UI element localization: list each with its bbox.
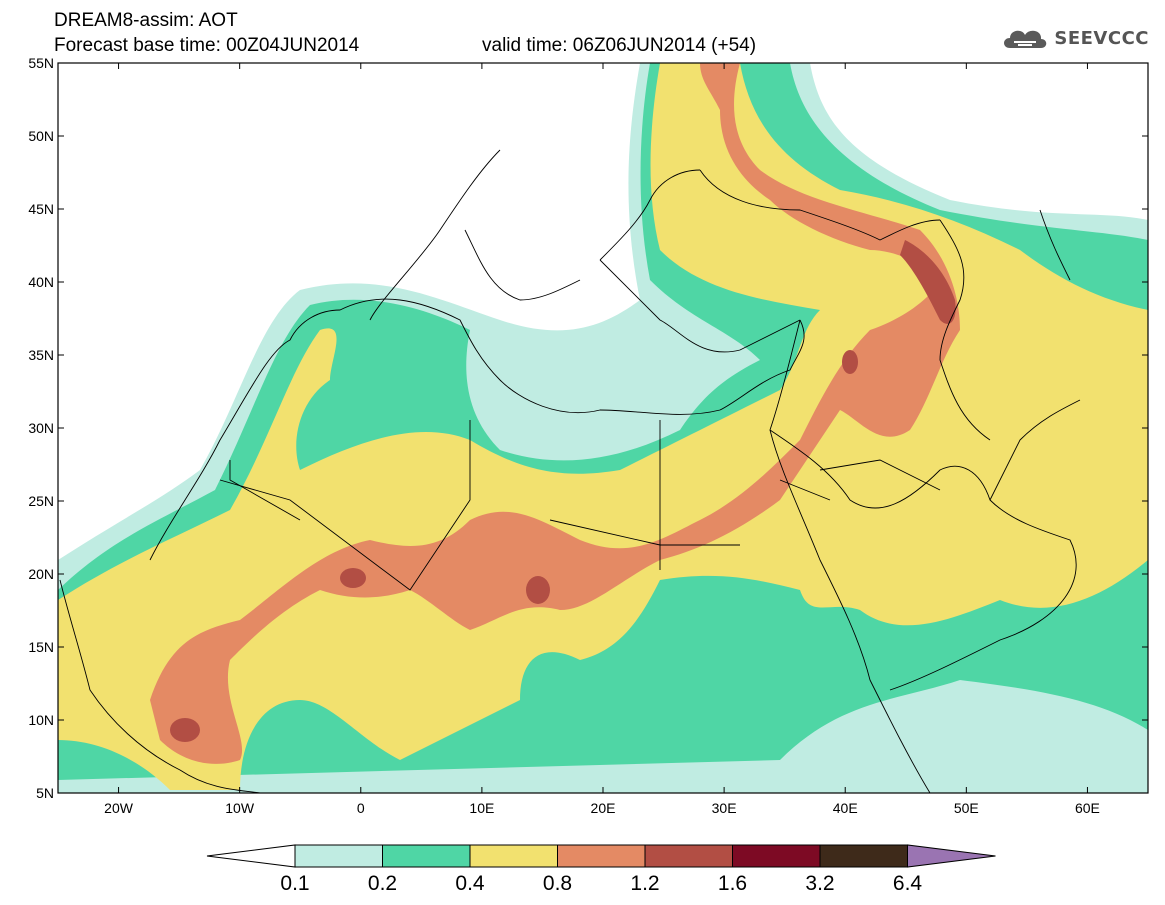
aot-band-1.2-caucasus [900, 240, 956, 324]
lat-label-40N: 40N [28, 274, 54, 290]
colorbar-label: 0.8 [542, 872, 573, 895]
lat-label-15N: 15N [28, 639, 54, 655]
lon-label-50E: 50E [954, 800, 979, 816]
seevccc-logo: SEEVCCC [1000, 24, 1149, 52]
colorbar-segment [294, 844, 383, 868]
aot-colorbar [206, 844, 996, 868]
aot-band-1.2-iraq [842, 350, 858, 374]
colorbar-segment [732, 844, 821, 868]
colorbar-label: 0.1 [280, 872, 310, 895]
colorbar-segment [644, 844, 733, 868]
colorbar-segment [382, 844, 471, 868]
latitude-labels: 55N 50N 45N 40N 35N 30N 25N 20N 15N 10N 5N [28, 55, 54, 801]
colorbar-label: 6.4 [892, 872, 923, 895]
longitude-labels: 20W 10W 0 10E 20E 30E 40E 50E 60E [104, 800, 1100, 816]
lat-label-10N: 10N [28, 712, 54, 728]
valid-time: valid time: 06Z06JUN2014 (+54) [482, 35, 757, 56]
lat-label-5N: 5N [36, 785, 54, 801]
colorbar-label: 3.2 [805, 872, 835, 895]
lat-label-50N: 50N [28, 128, 54, 144]
aot-band-1.2-mali [340, 568, 366, 588]
lat-label-30N: 30N [28, 420, 54, 436]
forecast-base-time: Forecast base time: 00Z04JUN2014 [54, 35, 360, 56]
lon-label-20W: 20W [104, 800, 134, 816]
colorbar-segment [819, 844, 908, 868]
colorbar-label: 1.2 [630, 872, 660, 895]
cloud-icon [1004, 30, 1047, 48]
aot-band-1.2-west-africa [170, 718, 200, 742]
colorbar-high-arrow [907, 844, 996, 868]
axis-ticks [58, 62, 1148, 794]
colorbar-segment [469, 844, 558, 868]
lon-label-0: 0 [357, 800, 365, 816]
aot-field [58, 63, 1148, 793]
coastlines [59, 149, 1081, 793]
colorbar-label: 0.2 [367, 872, 398, 895]
colorbar-low-arrow [206, 844, 296, 868]
title-line-1: DREAM8-assim: AOT [54, 10, 238, 31]
colorbar-label: 1.6 [717, 872, 748, 895]
lat-label-35N: 35N [28, 347, 54, 363]
lon-label-30E: 30E [712, 800, 737, 816]
lon-label-10W: 10W [225, 800, 255, 816]
lon-label-10E: 10E [469, 800, 494, 816]
aot-band-0.8 [150, 63, 960, 764]
lon-label-20E: 20E [591, 800, 616, 816]
lon-label-60E: 60E [1075, 800, 1100, 816]
lat-label-25N: 25N [28, 493, 54, 509]
lon-label-40E: 40E [833, 800, 858, 816]
logo-text: SEEVCCC [1054, 27, 1149, 49]
lat-label-55N: 55N [28, 55, 54, 71]
aot-band-1.2-chad [526, 576, 550, 604]
colorbar-segment [557, 844, 646, 868]
lat-label-20N: 20N [28, 566, 54, 582]
colorbar-label: 0.4 [455, 872, 485, 895]
lat-label-45N: 45N [28, 201, 54, 217]
